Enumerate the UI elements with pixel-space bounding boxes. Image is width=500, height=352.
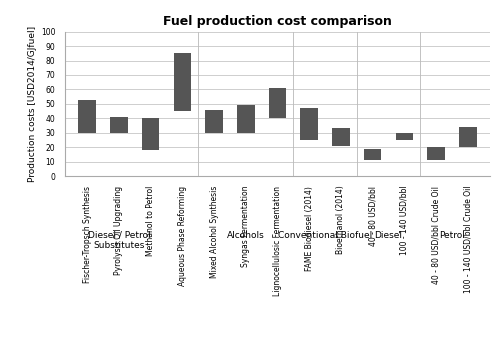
Text: Petrol: Petrol [439,231,465,240]
Text: Diesel / Petrol
Substitutes: Diesel / Petrol Substitutes [88,231,150,250]
Title: Fuel production cost comparison: Fuel production cost comparison [163,15,392,28]
Bar [459,127,476,147]
Bar [142,118,160,150]
Bar [174,53,191,111]
Text: Diesel: Diesel [374,231,402,240]
Bar [332,128,349,146]
Bar [110,117,128,133]
Bar [396,133,413,140]
Bar [78,100,96,133]
Bar [428,147,445,160]
Bar [300,108,318,140]
Bar [269,88,286,118]
Bar [364,149,382,160]
Bar [237,105,254,133]
Bar [206,109,223,133]
Text: Alcohols: Alcohols [227,231,264,240]
Text: Conventional Biofuel: Conventional Biofuel [278,231,372,240]
Y-axis label: Production costs [USD2014/GJfuel]: Production costs [USD2014/GJfuel] [28,26,36,182]
